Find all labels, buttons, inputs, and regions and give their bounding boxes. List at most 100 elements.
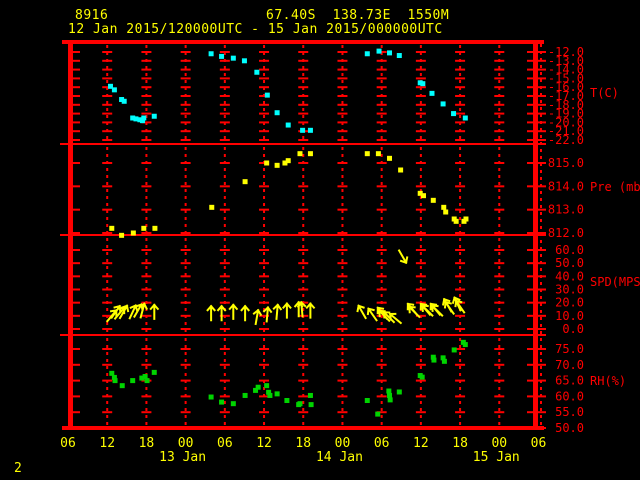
relative_humidity-point [253, 387, 259, 393]
y-tick-label: 65.0 [555, 374, 584, 388]
relative_humidity-point [208, 394, 214, 400]
pressure-point [109, 225, 115, 231]
y-tick-label: -21.0 [548, 124, 584, 138]
temperature-point [417, 80, 423, 86]
pressure-point [375, 151, 381, 157]
temperature-point [396, 53, 402, 59]
relative_humidity-point [264, 383, 270, 389]
pressure-axis-title: Pre (mb) [590, 180, 640, 194]
wind-arrow [305, 302, 316, 319]
x-axis-labels: 06 12 18 00 06 12 18 00 06 12 18 00 06 13 Jan 14 Jan 15… [60, 436, 546, 465]
relative_humidity-point [230, 401, 236, 407]
temperature-point [119, 97, 125, 103]
temperature-point [440, 101, 446, 107]
station-id: 8916 [75, 8, 109, 23]
x-hour-label: 00 [335, 436, 351, 451]
y-tick-label: -19.0 [548, 107, 584, 121]
relative_humidity-point [462, 342, 468, 348]
wind-arrow [454, 299, 466, 314]
wind-arrow [421, 304, 434, 317]
temperature-point [133, 116, 139, 122]
y-tick-label: -12.0 [548, 45, 584, 59]
temperature-point [307, 127, 313, 133]
y-tick-label: 812.0 [548, 226, 584, 240]
y-tick-label: 40.0 [555, 269, 584, 283]
wind_speed-panel [105, 249, 466, 326]
temperature-point [219, 53, 225, 59]
x-hour-label: 18 [452, 436, 468, 451]
temperature-point [139, 118, 145, 124]
relative_humidity-point [267, 392, 273, 398]
pressure-point [463, 216, 469, 222]
x-date-label: 14 Jan [316, 450, 363, 465]
y-tick-label: 50.0 [555, 256, 584, 270]
wind-arrow [407, 305, 421, 319]
relative_humidity-point [441, 358, 447, 364]
pressure-point [387, 155, 393, 161]
x-date-label: 13 Jan [159, 450, 206, 465]
relative_humidity-point [419, 374, 425, 380]
wind-arrow [138, 302, 148, 319]
temperature-point [420, 81, 426, 87]
relative_humidity-point [266, 389, 272, 395]
temperature-point [300, 127, 306, 133]
pressure-panel [109, 151, 469, 238]
y-tick-label: 20.0 [555, 296, 584, 310]
temperature-point [111, 87, 117, 93]
temperature-point [285, 122, 291, 128]
y-tick-label: -18.0 [548, 98, 584, 112]
relative_humidity-point [386, 388, 392, 394]
relative_humidity-point [219, 399, 225, 405]
relative_humidity-point [430, 354, 436, 360]
relative_humidity-point [130, 378, 136, 384]
temperature-point [264, 92, 270, 98]
relative_humidity-point [308, 402, 314, 408]
relative_humidity-point [297, 401, 303, 407]
pressure-point [264, 160, 270, 166]
wind_speed-axis-title: SPD(MPS) [590, 275, 640, 289]
wind-arrow [216, 304, 227, 322]
temperature-point [364, 51, 370, 57]
y-tick-label: -16.0 [548, 80, 584, 94]
wind-arrow [366, 307, 378, 322]
relative_humidity-point [274, 391, 280, 397]
grid [73, 44, 546, 429]
relative_humidity-point [284, 398, 290, 404]
relative_humidity-point [109, 370, 115, 376]
wind-arrow [443, 300, 456, 316]
relative_humidity-point [307, 392, 313, 398]
temperature-point [451, 111, 457, 117]
pressure-point [364, 151, 370, 157]
pressure-point [130, 230, 136, 236]
y-tick-label: 815.0 [548, 156, 584, 170]
relative_humidity-panel [109, 339, 468, 417]
temperature-point [208, 51, 214, 57]
y-tick-label: -20.0 [548, 115, 584, 129]
relative_humidity-point [255, 384, 261, 390]
temperature-point [230, 55, 236, 61]
relative_humidity-point [396, 389, 402, 395]
y-tick-label: 813.0 [548, 203, 584, 217]
wind-arrow [252, 308, 263, 326]
plot-frame [60, 40, 546, 430]
pressure-point [152, 225, 158, 231]
relative_humidity-point [139, 375, 145, 381]
y-tick-label: -14.0 [548, 63, 584, 77]
pressure-point [282, 160, 288, 166]
pressure-point [430, 197, 436, 203]
x-hour-label: 06 [60, 436, 76, 451]
y-tick-label: 814.0 [548, 179, 584, 193]
pressure-point [141, 225, 147, 231]
y-tick-label: 55.0 [555, 405, 584, 419]
relative_humidity-point [111, 374, 117, 380]
pressure-point [242, 179, 248, 185]
pressure-point [453, 218, 459, 224]
station-location: 67.40S 138.73E 1550M [266, 8, 450, 23]
y-tick-label: -15.0 [548, 71, 584, 85]
wind-arrow [206, 304, 217, 322]
y-tick-label: -17.0 [548, 89, 584, 103]
x-hour-label: 12 [413, 436, 429, 451]
wind-arrow [388, 312, 403, 325]
wind-arrow [397, 249, 409, 265]
